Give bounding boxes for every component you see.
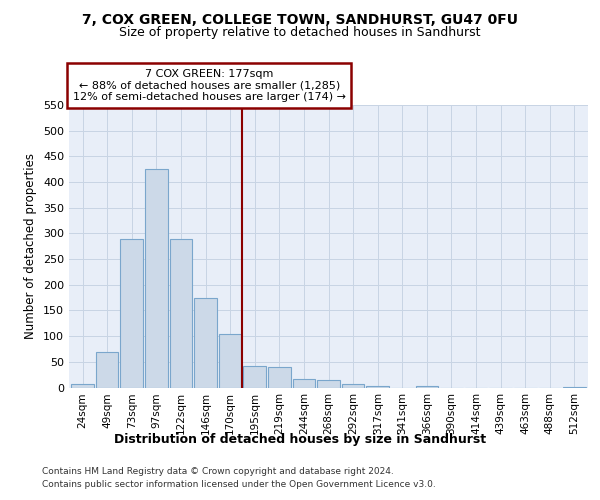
Text: Contains public sector information licensed under the Open Government Licence v3: Contains public sector information licen… xyxy=(42,480,436,489)
Bar xyxy=(96,352,118,388)
Bar xyxy=(170,238,192,388)
Bar xyxy=(563,387,586,388)
Bar xyxy=(145,169,167,388)
Bar xyxy=(71,384,94,388)
Bar xyxy=(293,380,315,388)
Text: 7 COX GREEN: 177sqm
← 88% of detached houses are smaller (1,285)
12% of semi-det: 7 COX GREEN: 177sqm ← 88% of detached ho… xyxy=(73,69,346,102)
Bar xyxy=(317,380,340,388)
Bar xyxy=(367,386,389,388)
Bar xyxy=(416,386,438,388)
Bar xyxy=(268,367,290,388)
Y-axis label: Number of detached properties: Number of detached properties xyxy=(25,153,37,340)
Text: Size of property relative to detached houses in Sandhurst: Size of property relative to detached ho… xyxy=(119,26,481,39)
Bar xyxy=(194,298,217,388)
Text: 7, COX GREEN, COLLEGE TOWN, SANDHURST, GU47 0FU: 7, COX GREEN, COLLEGE TOWN, SANDHURST, G… xyxy=(82,12,518,26)
Text: Contains HM Land Registry data © Crown copyright and database right 2024.: Contains HM Land Registry data © Crown c… xyxy=(42,468,394,476)
Text: Distribution of detached houses by size in Sandhurst: Distribution of detached houses by size … xyxy=(114,432,486,446)
Bar xyxy=(121,238,143,388)
Bar xyxy=(342,384,364,388)
Bar xyxy=(244,366,266,388)
Bar xyxy=(219,334,241,388)
